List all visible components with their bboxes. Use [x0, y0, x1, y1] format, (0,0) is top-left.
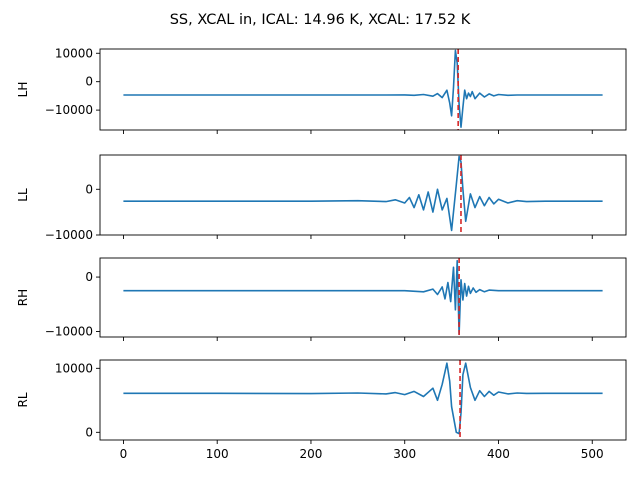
y-tick-label: 10000 — [55, 361, 93, 375]
series-line-ll — [123, 155, 603, 232]
y-axis-label: RH — [16, 289, 30, 306]
y-axis-label: RL — [16, 392, 30, 407]
y-tick-label: −10000 — [45, 325, 93, 339]
y-tick-label: −10000 — [45, 228, 93, 242]
subplot-lh: 10000 0 −10000 LH — [16, 46, 627, 134]
chart-title: SS, XCAL in, ICAL: 14.96 K, XCAL: 17.52 … — [170, 12, 471, 28]
axes-frame-rl — [99, 359, 627, 441]
x-tick-label: 500 — [581, 447, 604, 461]
subplot-rl: 10000 0 RL 0 100 200 300 400 500 — [16, 359, 627, 461]
x-tick-label: 0 — [120, 447, 128, 461]
y-axis-label: LL — [16, 188, 30, 202]
y-tick-label: 0 — [85, 425, 93, 439]
y-axis-label: LH — [16, 82, 30, 98]
y-tick-label: 0 — [85, 182, 93, 196]
series-line-lh — [123, 49, 603, 128]
axes-frame-lh — [99, 48, 627, 131]
axes-frame-rh — [99, 257, 627, 338]
series-line-rh — [123, 259, 603, 336]
subplot-group: 10000 0 −10000 LH 0 −10000 LL 0 −10000 RH 10000 0 RL… — [16, 46, 627, 461]
y-tick-label: 10000 — [55, 46, 93, 60]
y-tick-label: −10000 — [45, 103, 93, 117]
y-tick-label: 0 — [85, 270, 93, 284]
y-tick-label: 0 — [85, 75, 93, 89]
subplot-ll: 0 −10000 LL — [16, 154, 627, 242]
x-tick-label: 400 — [487, 447, 510, 461]
subplot-rh: 0 −10000 RH — [16, 257, 627, 341]
x-tick-label: 300 — [393, 447, 416, 461]
axes-frame-ll — [99, 154, 627, 236]
x-tick-label: 200 — [300, 447, 323, 461]
x-tick-label: 100 — [206, 447, 229, 461]
series-line-rl — [123, 362, 603, 435]
